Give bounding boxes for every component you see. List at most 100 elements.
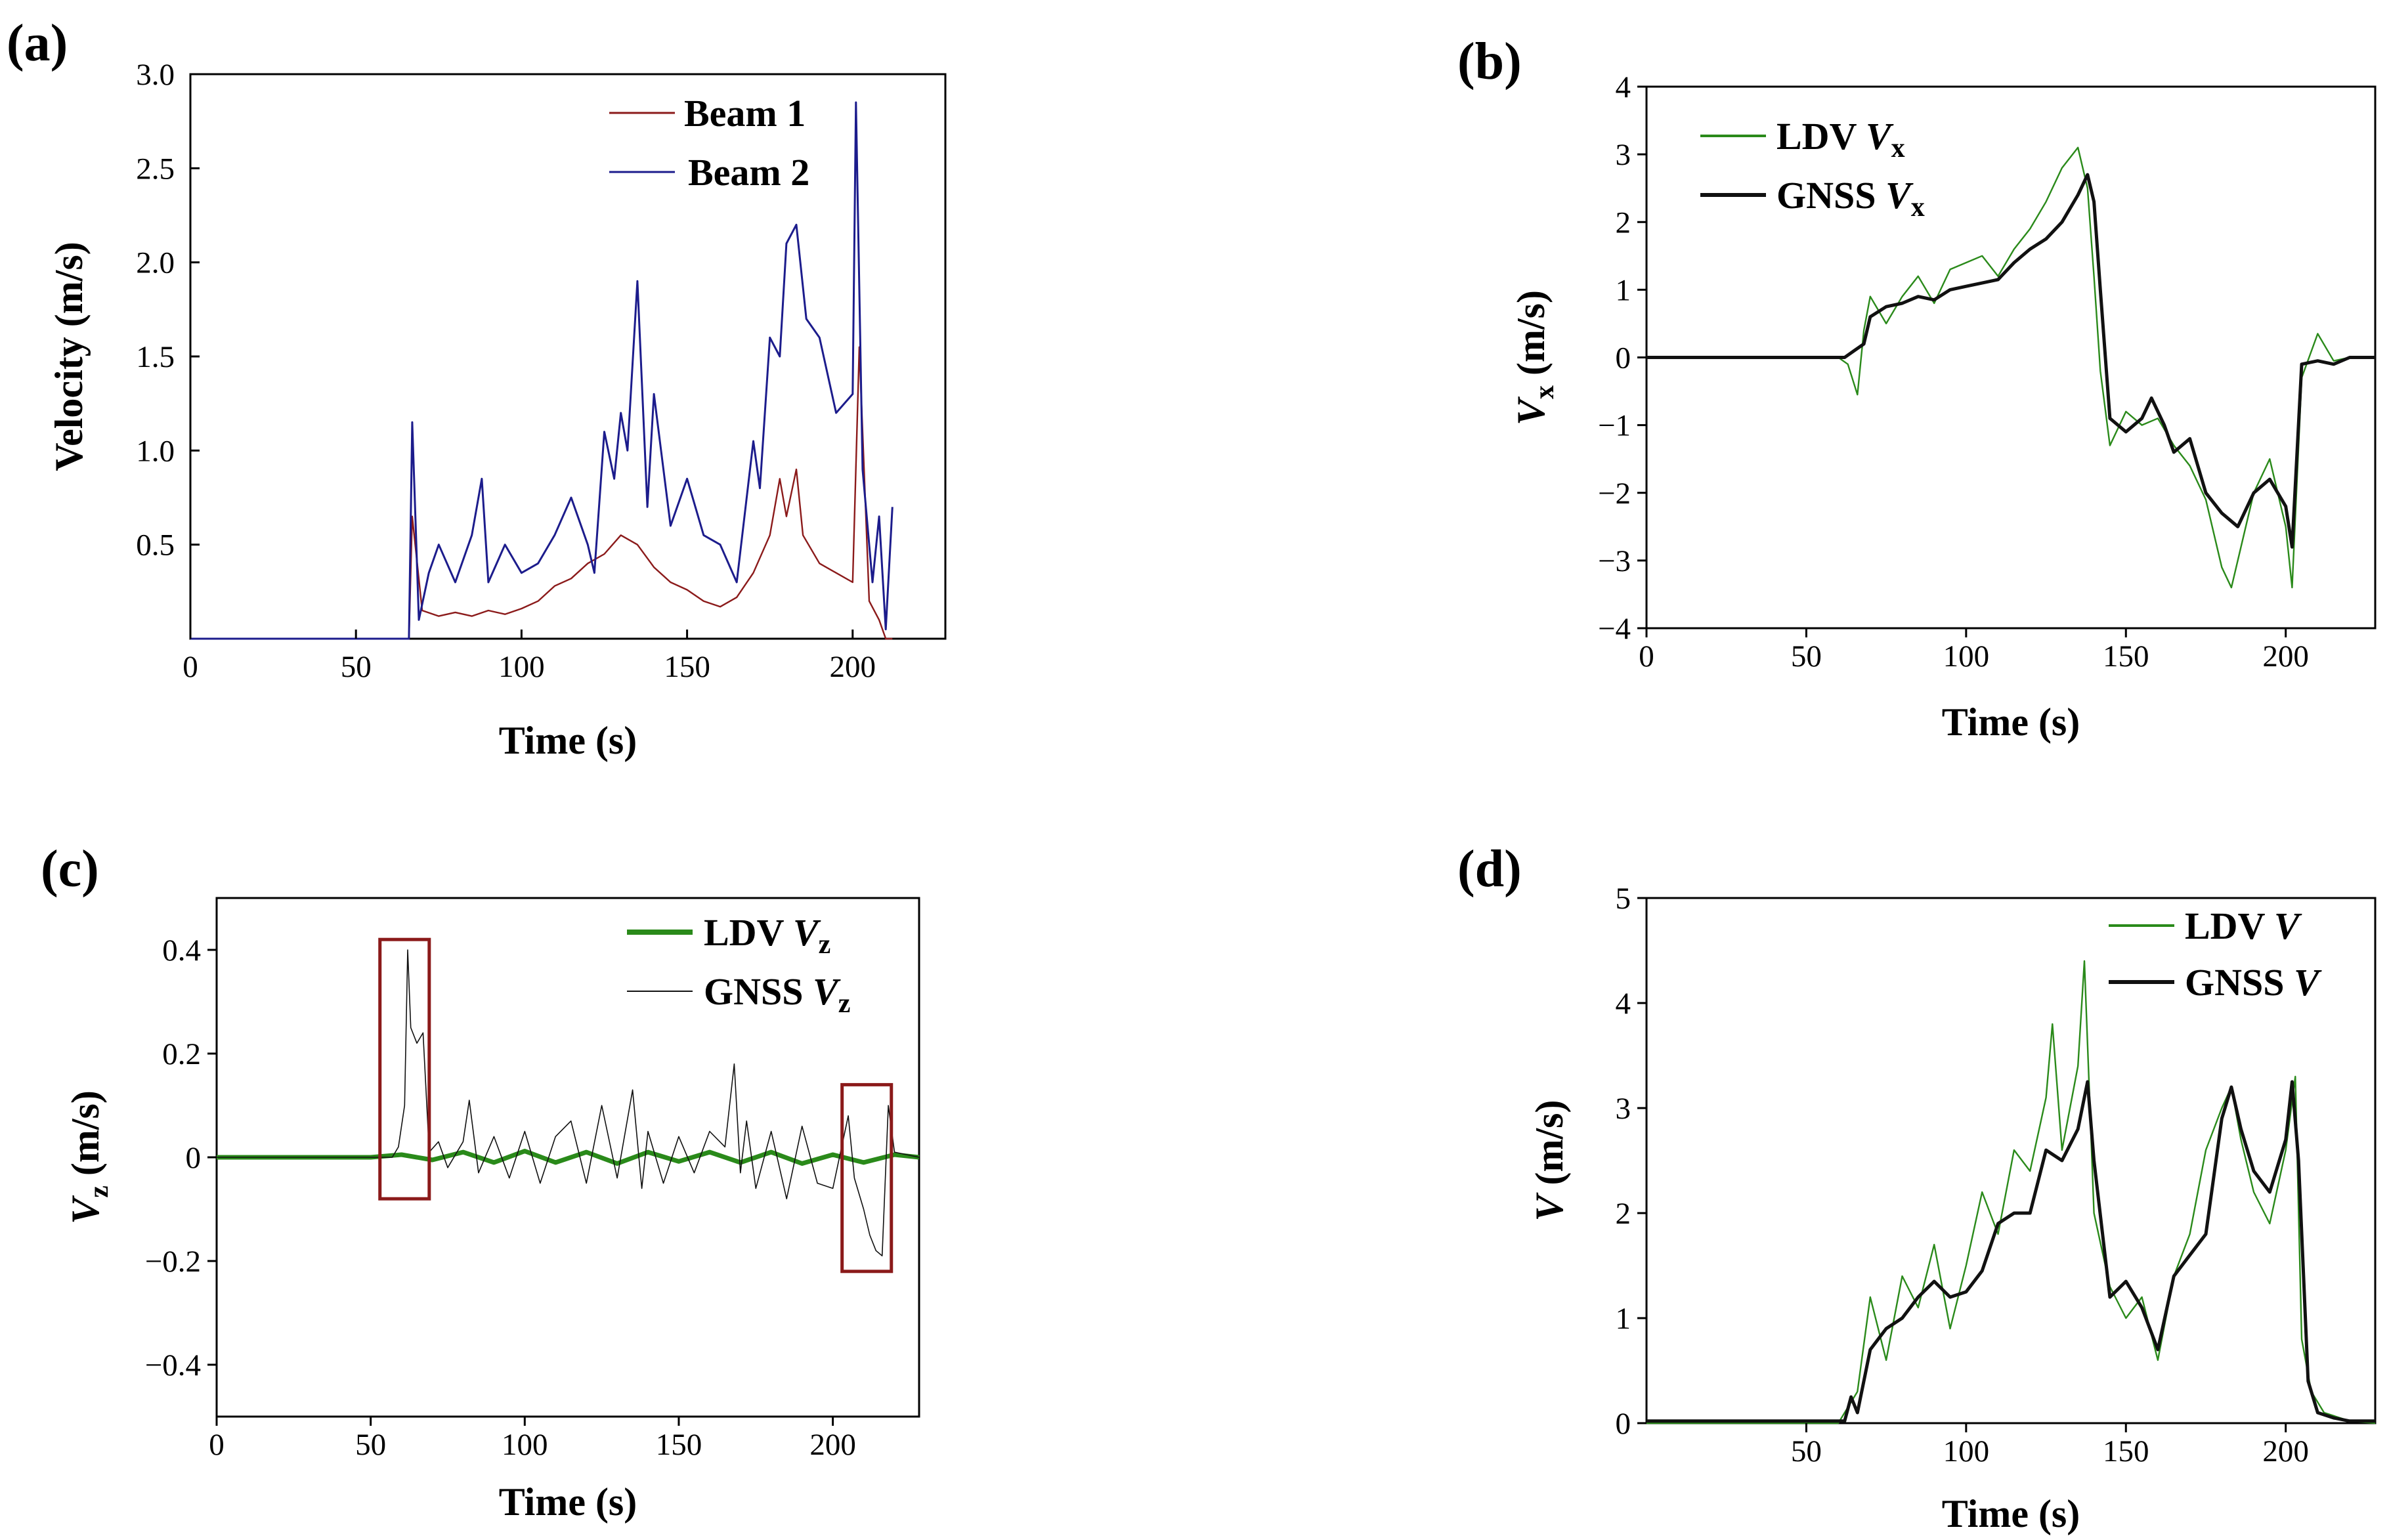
panel-a-y-tick-label: 2.0 xyxy=(136,246,175,280)
legend-label-ldv-v: LDV V xyxy=(2185,905,2302,947)
legend-gnss-vz-sub: z xyxy=(838,989,851,1019)
legend-label-ldv-vx: LDV Vx xyxy=(1776,115,1905,163)
panel-a-y-tick-label: 1.5 xyxy=(136,340,175,374)
panel-d-letter: (d) xyxy=(1457,840,1522,898)
panel-a-series-beam-2 xyxy=(190,101,893,640)
legend-gnss-vx-var: V xyxy=(1885,174,1914,217)
panel-b-y-var: V xyxy=(1509,396,1553,425)
panel-d-plot-frame xyxy=(1645,897,2377,1424)
panel-a-y-tick-label: 2.5 xyxy=(136,152,175,186)
legend-gnss-vx-text: GNSS xyxy=(1776,174,1876,217)
legend-label-ldv-vz: LDV Vz xyxy=(704,911,830,960)
legend-ldv-vz-text: LDV xyxy=(704,911,785,954)
panel-d-x-tick-label: 200 xyxy=(2262,1434,2309,1468)
legend-ldv-v-var: V xyxy=(2274,905,2302,947)
panel-b-y-tick-label: −2 xyxy=(1598,477,1631,511)
panel-a-letter: (a) xyxy=(7,14,68,72)
panel-d-x-tick-label: 50 xyxy=(1791,1434,1822,1468)
panel-d-x-tick-label: 150 xyxy=(2103,1434,2149,1468)
panel-c-highlight-box xyxy=(378,937,431,1201)
panel-c-highlight-box xyxy=(840,1082,893,1273)
panel-a-y-tick-label: 1.0 xyxy=(136,434,175,468)
panel-c-y-tick-label: −0.4 xyxy=(145,1348,201,1382)
panel-a-x-tick-label: 0 xyxy=(183,650,198,684)
panel-a-x-axis-label: Time (s) xyxy=(499,719,637,762)
panel-b-letter: (b) xyxy=(1457,33,1522,91)
panel-a: (a) 0 50 100 150 200 0.5 1.0 1.5 2.0 2.5 3.0 Time … xyxy=(7,14,947,762)
panel-c-y-var: V xyxy=(64,1195,107,1224)
panel-d-y-tick-label: 3 xyxy=(1616,1092,1631,1126)
legend-ldv-vz-sub: z xyxy=(819,930,831,960)
panel-b-legend: LDV Vx GNSS Vx xyxy=(1700,115,1925,223)
legend-ldv-vx-text: LDV xyxy=(1776,115,1857,158)
panel-b-y-unit: (m/s) xyxy=(1509,290,1553,385)
panel-c-y-sub: z xyxy=(84,1186,114,1198)
panel-a-tick-layer: 0 50 100 150 200 0.5 1.0 1.5 2.0 2.5 3.0 xyxy=(136,58,876,684)
panel-c: (c) 0 50 100 150 200 −0.4 −0.2 0 0.2 0.4 Time (s)… xyxy=(41,840,920,1524)
legend-gnss-vz-var: V xyxy=(813,970,841,1013)
panel-b-y-tick-label: 4 xyxy=(1616,70,1631,104)
panel-d-x-tick-label: 100 xyxy=(1943,1434,1990,1468)
panel-c-highlight-layer xyxy=(378,937,893,1273)
panel-b-x-axis-label: Time (s) xyxy=(1942,700,2080,744)
panel-b-y-tick-label: −4 xyxy=(1598,612,1631,646)
panel-c-x-tick-label: 0 xyxy=(209,1428,225,1462)
panel-d-series-ldv-v xyxy=(1646,960,2376,1424)
panel-c-y-tick-label: 0 xyxy=(186,1141,202,1175)
panel-d-y-tick-label: 0 xyxy=(1616,1407,1631,1441)
panel-d-y-unit: (m/s) xyxy=(1528,1100,1571,1195)
legend-gnss-vx-sub: x xyxy=(1911,192,1925,223)
panel-c-legend: LDV Vz GNSS Vz xyxy=(627,911,850,1019)
panel-c-y-axis-label: Vz (m/s) xyxy=(64,1090,114,1224)
panel-b-series-gnss-v-x xyxy=(1646,173,2375,549)
legend-label-gnss-vx: GNSS Vx xyxy=(1776,174,1925,223)
panel-d-y-tick-label: 1 xyxy=(1616,1302,1631,1336)
panel-c-y-tick-label: 0.2 xyxy=(162,1037,201,1071)
panel-c-x-tick-label: 200 xyxy=(809,1428,856,1462)
legend-gnss-v-text: GNSS xyxy=(2185,961,2285,1004)
panel-a-x-tick-label: 150 xyxy=(664,650,710,684)
panel-a-series-layer xyxy=(190,101,893,640)
panel-d-legend: LDV V GNSS V xyxy=(2109,905,2322,1004)
panel-b-x-tick-label: 100 xyxy=(1943,639,1990,674)
panel-a-x-tick-label: 50 xyxy=(341,650,372,684)
panel-c-tick-layer: 0 50 100 150 200 −0.4 −0.2 0 0.2 0.4 xyxy=(145,933,856,1462)
panel-a-y-tick-label: 3.0 xyxy=(136,58,175,92)
panel-b-y-tick-label: −3 xyxy=(1598,544,1631,578)
panel-d-series-layer xyxy=(1646,960,2376,1424)
panel-c-x-tick-label: 100 xyxy=(502,1428,548,1462)
legend-label-gnss-vz: GNSS Vz xyxy=(704,970,850,1019)
panel-d-series-gnss-v xyxy=(1646,1080,2375,1423)
panel-a-legend: Beam 1 Beam 2 xyxy=(609,92,809,194)
panel-b-x-tick-label: 50 xyxy=(1791,639,1822,674)
panel-c-x-tick-label: 50 xyxy=(355,1428,386,1462)
panel-c-letter: (c) xyxy=(41,840,99,898)
panel-a-series-beam-1 xyxy=(190,346,893,640)
panel-a-x-tick-label: 200 xyxy=(830,650,876,684)
panel-a-y-tick-label: 0.5 xyxy=(136,528,175,563)
panel-b-y-tick-label: 0 xyxy=(1616,341,1631,375)
panel-d-y-axis-label: V (m/s) xyxy=(1528,1100,1571,1222)
panel-d-tick-layer: 50 100 150 200 0 1 2 3 4 5 xyxy=(1616,882,2309,1468)
panel-b-x-tick-label: 0 xyxy=(1639,639,1654,674)
panel-b: (b) 0 50 100 150 200 −4 −3 −2 −1 0 1 2 3 4 Time (s) V… xyxy=(1457,33,2377,744)
panel-d-x-axis-label: Time (s) xyxy=(1942,1492,2080,1535)
panel-b-x-tick-label: 150 xyxy=(2103,639,2149,674)
panel-c-x-tick-label: 150 xyxy=(656,1428,702,1462)
legend-ldv-vx-var: V xyxy=(1866,115,1894,158)
panel-b-y-tick-label: 1 xyxy=(1616,273,1631,307)
legend-label-beam-2: Beam 2 xyxy=(688,151,809,194)
panel-c-y-tick-label: −0.2 xyxy=(145,1245,201,1279)
panel-c-y-unit: (m/s) xyxy=(64,1090,107,1186)
panel-b-series-ldv-v-x xyxy=(1646,146,2375,589)
legend-ldv-vx-sub: x xyxy=(1891,133,1905,163)
panel-d-y-tick-label: 5 xyxy=(1616,882,1631,916)
panel-b-y-axis-label: Vx (m/s) xyxy=(1509,290,1560,425)
panel-c-series-ldv-v-z xyxy=(217,1149,920,1166)
panel-d-y-tick-label: 2 xyxy=(1616,1197,1631,1231)
panel-d-y-tick-label: 4 xyxy=(1616,987,1631,1021)
legend-gnss-v-var: V xyxy=(2294,961,2322,1004)
panel-c-series-gnss-v-z xyxy=(217,949,920,1256)
panel-b-tick-layer: 0 50 100 150 200 −4 −3 −2 −1 0 1 2 3 4 xyxy=(1598,70,2309,674)
